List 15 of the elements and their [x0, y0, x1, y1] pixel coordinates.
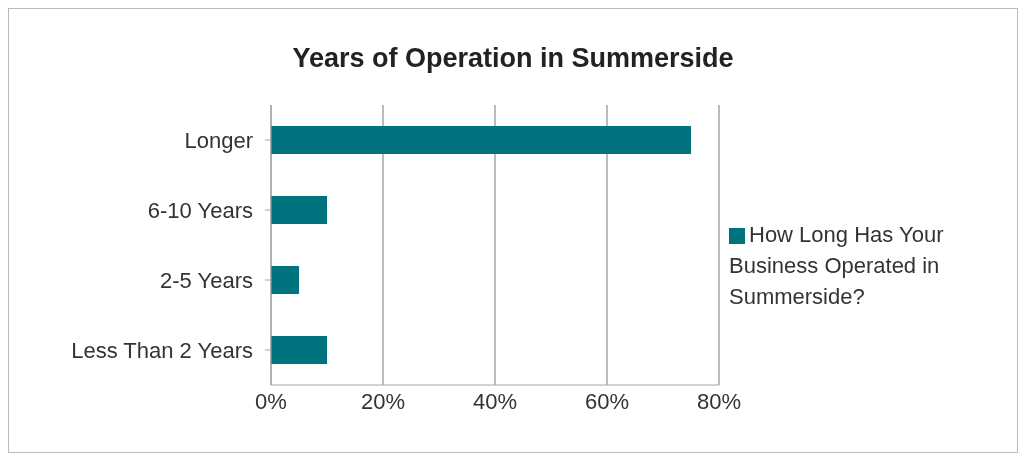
- bar: [271, 336, 327, 364]
- legend-label: How Long Has Your Business Operated in Summerside?: [729, 221, 944, 309]
- y-tick-label: 2-5 Years: [160, 267, 253, 293]
- y-tick-label: Longer: [184, 127, 253, 153]
- x-tick-label: 20%: [360, 388, 406, 414]
- x-tick-label: 80%: [696, 388, 742, 414]
- y-tick-label: Less Than 2 Years: [71, 337, 253, 363]
- x-tick-label: 40%: [472, 388, 518, 414]
- x-tick-label: 60%: [584, 388, 630, 414]
- y-tick-label: 6-10 Years: [147, 197, 253, 223]
- chart-title: Years of Operation in Summerside: [291, 42, 735, 75]
- x-tick-label: 0%: [255, 388, 287, 414]
- bar: [271, 266, 299, 294]
- bar: [271, 196, 327, 224]
- bar: [271, 126, 691, 154]
